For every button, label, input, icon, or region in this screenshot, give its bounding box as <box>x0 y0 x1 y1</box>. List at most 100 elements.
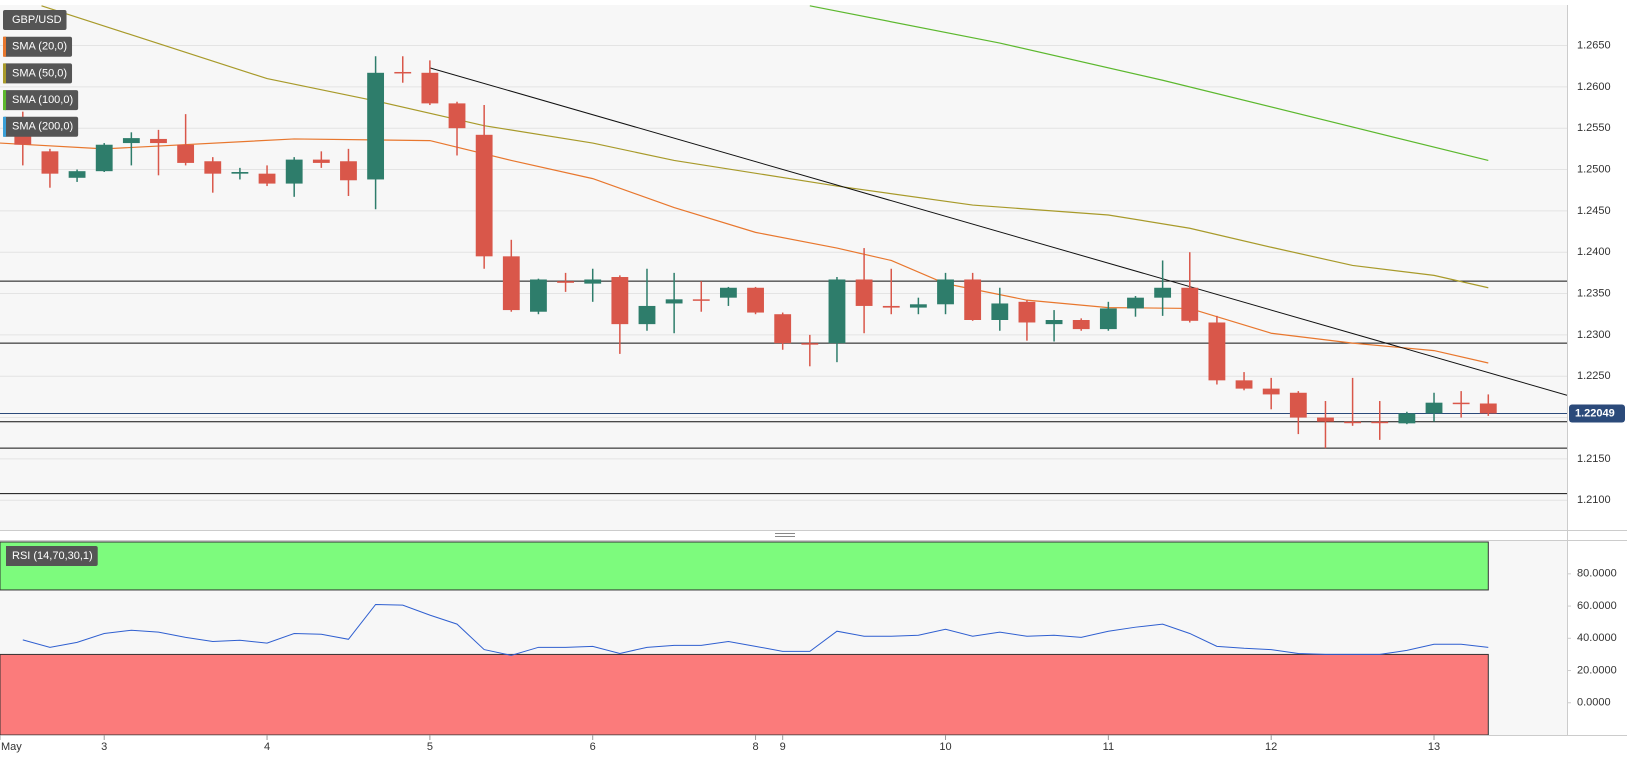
candle-body <box>937 279 954 305</box>
legend-box <box>3 90 79 111</box>
candle-body <box>584 279 602 284</box>
rsi-plot <box>0 541 1489 735</box>
x-tick-label: 3 <box>101 741 107 753</box>
candle-body <box>882 305 900 308</box>
candle-body <box>1425 402 1443 414</box>
x-tick-label: 8 <box>752 741 758 753</box>
main-plot-bg <box>0 5 1567 530</box>
candle-body <box>1344 421 1362 424</box>
candle-body <box>150 138 167 144</box>
x-tick-label: 13 <box>1428 741 1440 753</box>
candle-body <box>340 161 357 181</box>
candle-body <box>1099 308 1117 330</box>
overbought-zone <box>0 541 1489 591</box>
legend-swatch <box>3 116 6 137</box>
y-tick-label: 1.2250 <box>1577 370 1611 382</box>
candle-body <box>747 287 764 313</box>
candle-body <box>991 303 1009 320</box>
last-price-label: 1.22049 <box>1575 407 1615 419</box>
legend-label: RSI (14,70,30,1) <box>12 550 93 562</box>
candle-body <box>122 138 140 144</box>
y-tick-label: 40.0000 <box>1577 632 1617 644</box>
candle-body <box>1235 380 1253 389</box>
candle-body <box>1452 402 1470 405</box>
candle-body <box>204 161 222 174</box>
candle-body <box>1045 320 1063 325</box>
candle-body <box>448 103 466 129</box>
y-tick-label: 1.2400 <box>1577 246 1611 258</box>
legend-swatch <box>3 36 6 57</box>
legend-box <box>3 116 79 137</box>
candle-body <box>312 159 330 163</box>
legend-swatch <box>3 546 6 566</box>
candle-body <box>231 172 249 174</box>
resize-handle[interactable] <box>775 533 795 537</box>
x-tick-label: 12 <box>1265 741 1277 753</box>
y-tick-label: 80.0000 <box>1577 568 1617 580</box>
oversold-zone <box>0 653 1489 735</box>
candle-body <box>394 71 412 74</box>
candle-body <box>692 299 710 301</box>
legend-label: SMA (200,0) <box>12 121 73 133</box>
candle-body <box>665 299 683 304</box>
candle-body <box>1479 403 1497 414</box>
y-tick-label: 1.2350 <box>1577 287 1611 299</box>
y-tick-label: 0.0000 <box>1577 697 1611 709</box>
x-tick-label: 4 <box>264 741 270 753</box>
candle-body <box>285 159 303 184</box>
trendline <box>429 67 1567 396</box>
y-tick-label: 1.2650 <box>1577 39 1611 51</box>
candle-body <box>258 173 276 184</box>
legend-swatch <box>3 90 6 111</box>
candle-body <box>557 281 574 283</box>
candle-body <box>41 151 59 174</box>
candle-body <box>502 256 520 311</box>
candle-body <box>1154 287 1172 298</box>
legend-label: SMA (50,0) <box>12 67 67 79</box>
candle-body <box>1181 287 1199 321</box>
sma-line <box>41 5 1489 289</box>
legend-box <box>3 36 73 57</box>
candle-body <box>828 279 846 344</box>
x-tick-label: May <box>1 741 22 753</box>
y-tick-label: 1.2100 <box>1577 494 1611 506</box>
candle-body <box>177 144 195 163</box>
legend: GBP/USD SMA (20,0) SMA (50,0) SMA (100,0) SM… <box>3 10 79 137</box>
rsi-line <box>22 603 1489 656</box>
y-tick-label: 1.2600 <box>1577 81 1611 93</box>
candle-body <box>1072 320 1090 330</box>
candle-body <box>475 134 493 257</box>
x-tick-label: 11 <box>1103 741 1114 753</box>
candle-body <box>95 144 113 172</box>
x-tick-label: 10 <box>939 741 951 753</box>
candle-body <box>1398 413 1416 424</box>
y-tick-label: 1.2150 <box>1577 453 1611 465</box>
y-tick-label: 1.2300 <box>1577 329 1611 341</box>
y-tick-label: 60.0000 <box>1577 600 1617 612</box>
candle-body <box>1317 417 1334 422</box>
candle-body <box>1127 297 1144 309</box>
candle-body <box>1208 322 1226 381</box>
legend-swatch <box>3 63 6 84</box>
candle-body <box>855 279 873 306</box>
candle-body <box>801 343 819 345</box>
candle-body <box>774 314 792 344</box>
y-tick-label: 1.2450 <box>1577 205 1611 217</box>
legend-box <box>3 546 98 566</box>
legend-box <box>3 63 73 84</box>
legend-label: SMA (20,0) <box>12 41 67 53</box>
legend-box <box>3 10 67 30</box>
candle-body <box>1289 392 1307 418</box>
candle-body <box>421 72 439 104</box>
candle-body <box>638 305 656 325</box>
last-price-box <box>1569 404 1625 423</box>
candle-body <box>1018 301 1036 323</box>
legend: RSI (14,70,30,1) <box>3 546 98 566</box>
main-plot <box>0 5 1567 501</box>
candle-body <box>1262 388 1280 395</box>
y-tick-label: 1.2550 <box>1577 122 1611 134</box>
x-tick-label: 5 <box>427 741 433 753</box>
sma-line <box>809 5 1489 162</box>
candle-body <box>909 304 927 308</box>
